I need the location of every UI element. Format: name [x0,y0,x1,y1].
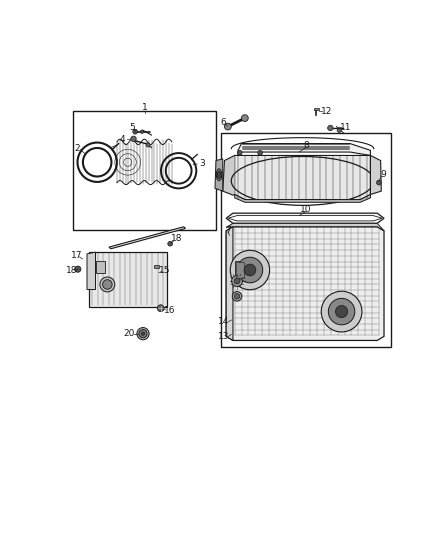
Text: 10: 10 [300,205,312,214]
Circle shape [328,125,333,131]
Text: 8: 8 [303,141,309,150]
Ellipse shape [216,169,222,181]
Ellipse shape [217,171,221,179]
Circle shape [258,150,262,155]
Text: 6: 6 [220,118,226,127]
Circle shape [168,241,173,246]
Text: 20: 20 [124,329,135,338]
Circle shape [131,136,136,142]
Polygon shape [371,156,381,195]
Text: 9: 9 [381,169,386,179]
Bar [154,265,159,268]
Circle shape [102,280,112,289]
Polygon shape [226,227,384,341]
Text: 3: 3 [200,159,205,168]
Circle shape [137,328,149,340]
Text: 4: 4 [120,135,125,144]
Text: 14: 14 [219,317,230,326]
Text: 18: 18 [171,234,183,243]
Circle shape [230,251,270,290]
Circle shape [234,278,240,284]
Text: 2: 2 [74,144,80,153]
Bar [235,261,245,279]
Text: 17: 17 [71,251,83,260]
Circle shape [75,266,81,272]
Circle shape [337,128,341,132]
Polygon shape [238,143,371,156]
Circle shape [244,264,256,276]
Circle shape [224,123,231,130]
Polygon shape [235,195,371,203]
Text: 11: 11 [340,123,352,132]
Circle shape [377,180,381,185]
Circle shape [139,329,147,338]
Polygon shape [215,159,223,191]
Text: 7: 7 [225,225,231,235]
Circle shape [157,305,164,312]
Text: 18: 18 [66,266,78,276]
Text: 15: 15 [159,266,171,276]
Polygon shape [87,252,95,289]
Text: 5: 5 [129,123,135,132]
Circle shape [336,305,348,318]
Text: 12: 12 [321,107,332,116]
Polygon shape [88,252,167,306]
Circle shape [140,130,144,133]
Circle shape [234,294,240,299]
Circle shape [321,291,362,332]
Bar [96,261,105,272]
Circle shape [237,150,242,155]
Bar [74,111,216,230]
Circle shape [232,276,243,286]
Text: 16: 16 [164,306,175,315]
Bar [314,108,318,110]
Polygon shape [226,223,384,231]
Polygon shape [228,216,382,221]
Text: 13: 13 [219,332,230,341]
Circle shape [146,143,150,147]
Circle shape [133,130,138,134]
Text: 1: 1 [142,103,148,112]
Polygon shape [235,156,371,199]
Bar [221,133,391,347]
Polygon shape [109,227,185,249]
Circle shape [141,332,145,335]
Polygon shape [223,156,235,195]
Circle shape [237,257,263,283]
Circle shape [241,115,248,122]
Polygon shape [226,227,233,341]
Bar [236,262,244,278]
Circle shape [232,292,242,301]
Circle shape [328,298,355,325]
Circle shape [100,277,115,292]
Polygon shape [226,213,384,223]
